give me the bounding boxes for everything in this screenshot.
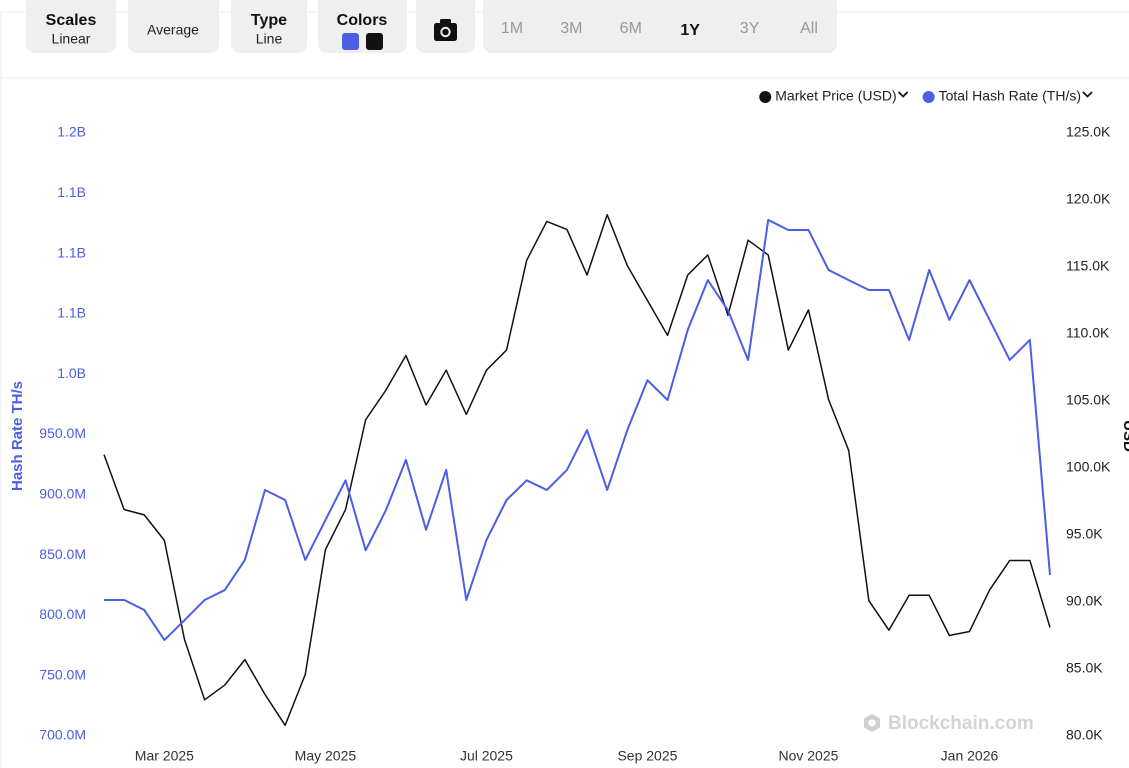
range-button[interactable]: 1M <box>501 20 523 37</box>
type-title: Type <box>251 12 287 29</box>
scales-button[interactable] <box>26 0 116 53</box>
x-tick-label: Nov 2025 <box>778 748 838 764</box>
y2-tick-label: 80.0K <box>1066 727 1103 743</box>
colors-button[interactable] <box>318 0 407 53</box>
range-button[interactable]: 6M <box>620 20 642 37</box>
series-line <box>104 218 1051 641</box>
type-button[interactable] <box>231 0 307 53</box>
watermark-text: Blockchain.com <box>888 713 1034 734</box>
color-swatches <box>342 33 383 50</box>
legend-label[interactable]: Market Price (USD) <box>775 88 896 104</box>
y-tick-label: 750.0M <box>39 666 86 682</box>
x-tick-label: Jul 2025 <box>460 748 513 764</box>
range-group <box>483 0 837 53</box>
y2-tick-label: 110.0K <box>1066 325 1110 341</box>
range-button[interactable]: 1Y <box>680 22 700 39</box>
toolbar: Scales Linear Average Type Line Colors 1… <box>26 0 837 53</box>
y-tick-label: 1.2B <box>57 124 86 140</box>
colors-title: Colors <box>337 12 388 29</box>
y-tick-label: 1.1B <box>57 305 86 321</box>
legend-chevron[interactable] <box>1082 91 1093 98</box>
legend: Total Hash Rate (TH/s) Market Price (USD) <box>759 88 1093 104</box>
range-button[interactable]: 3Y <box>740 20 760 37</box>
range-button[interactable]: All <box>800 20 818 37</box>
x-tick-label: Sep 2025 <box>617 748 677 764</box>
legend-label[interactable]: Total Hash Rate (TH/s) <box>939 88 1081 104</box>
type-value: Line <box>256 31 283 47</box>
y2-tick-label: 120.0K <box>1066 191 1111 207</box>
legend-dot[interactable] <box>922 91 935 103</box>
x-tick-label: May 2025 <box>295 748 357 764</box>
y-tick-label: 800.0M <box>39 606 86 622</box>
y2-axis-title: USD <box>1120 420 1129 452</box>
y-tick-label: 1.1B <box>57 244 86 260</box>
y-tick-label: 700.0M <box>39 727 86 743</box>
average-button[interactable] <box>128 0 219 53</box>
legend-dot[interactable] <box>759 91 772 103</box>
y-tick-label: 1.1B <box>57 184 86 200</box>
camera-icon <box>434 19 457 41</box>
range-buttons: 1M 3M 6M 1Y 3Y All <box>501 20 818 39</box>
series-line <box>103 213 1051 727</box>
color-swatch[interactable] <box>366 33 383 50</box>
average-label: Average <box>147 22 199 38</box>
y2-tick-label: 100.0K <box>1066 459 1111 475</box>
range-button[interactable]: 3M <box>560 20 582 37</box>
color-swatch[interactable] <box>342 33 359 50</box>
legend-chevron[interactable] <box>897 91 909 98</box>
y2-tick-label: 115.0K <box>1066 258 1110 274</box>
x-tick-label: Jan 2026 <box>941 748 999 764</box>
y2-tick-label: 95.0K <box>1066 526 1103 542</box>
x-tick-label: Mar 2025 <box>135 748 194 764</box>
scales-value: Linear <box>52 31 91 47</box>
y-axis-title: Hash Rate TH/s <box>9 381 26 491</box>
y-tick-label: 950.0M <box>39 425 86 441</box>
y-tick-label: 1.0B <box>57 365 86 381</box>
y2-tick-label: 105.0K <box>1066 392 1111 408</box>
y2-tick-label: 90.0K <box>1066 593 1103 609</box>
y2-tick-label: 85.0K <box>1066 660 1103 676</box>
y-tick-label: 900.0M <box>39 486 86 502</box>
y-tick-label: 850.0M <box>39 546 86 562</box>
y2-tick-label: 125.0K <box>1066 124 1111 140</box>
watermark: Blockchain.com <box>864 713 1034 734</box>
scales-title: Scales <box>46 12 97 29</box>
plot-area: 700.0M 750.0M 800.0M 850.0M 900.0M 950.0M 1.0B… <box>39 124 1111 764</box>
